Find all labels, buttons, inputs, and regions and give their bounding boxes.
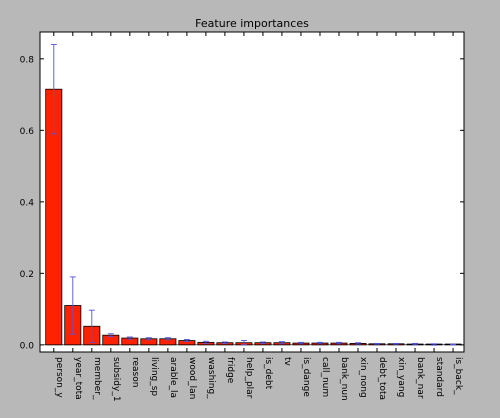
x-tick-label: wood_lan	[187, 357, 197, 399]
x-tick-label: xin_yang	[396, 357, 406, 397]
x-tick-label: debt_tota	[377, 357, 387, 400]
x-axis: person_y year_tota member_ subsidy_1 reason l…	[53, 32, 463, 402]
x-tick-label: arable_la	[168, 357, 178, 398]
y-tick-label: 0.4	[20, 198, 35, 208]
x-tick-label: is_dange	[301, 357, 311, 397]
x-tick-label: living_sp	[149, 357, 159, 396]
x-tick-label: standard	[434, 357, 444, 397]
x-tick-label: help_plar	[244, 357, 254, 399]
y-axis: 0.0 0.2 0.4 0.6 0.8	[20, 55, 464, 351]
x-tick-label: call_num	[320, 357, 330, 397]
y-tick-label: 0.8	[20, 55, 35, 65]
x-tick-label: is_debt	[263, 357, 273, 390]
x-tick-label: bank_nar	[415, 357, 425, 399]
x-tick-label: tv	[282, 357, 292, 367]
x-tick-label: reason	[130, 357, 140, 387]
x-tick-label: year_tota	[73, 357, 83, 400]
y-tick-label: 0.2	[20, 270, 34, 280]
y-tick-label: 0.0	[20, 341, 35, 351]
x-tick-label: subsidy_1	[111, 357, 121, 402]
error-bars	[50, 44, 457, 346]
chart-title: Feature importances	[195, 17, 309, 30]
x-tick-label: washing_	[206, 357, 216, 399]
x-tick-label: member_	[92, 357, 102, 400]
x-tick-label: is_back_	[453, 357, 463, 395]
x-tick-label: bank_nun	[339, 357, 349, 401]
x-tick-label: fridge	[225, 357, 235, 384]
y-tick-label: 0.6	[20, 127, 35, 137]
x-tick-label: xin_nong	[358, 357, 368, 398]
plot-area	[39, 31, 465, 353]
x-tick-label: person_y	[54, 357, 64, 398]
